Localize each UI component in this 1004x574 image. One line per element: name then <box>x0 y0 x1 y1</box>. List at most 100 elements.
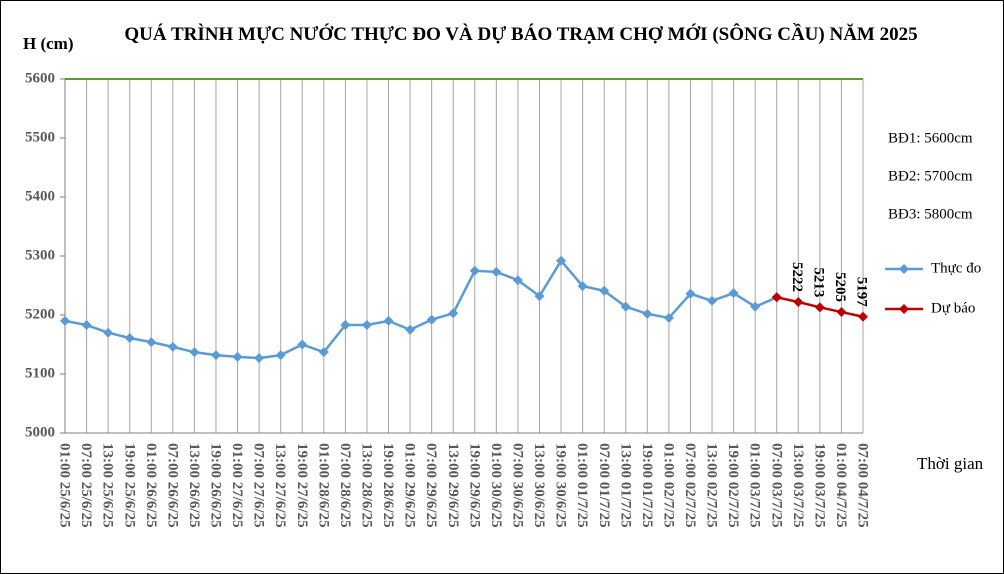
marker <box>297 339 308 350</box>
x-tick-label: 13:00 03/7/25 <box>790 443 806 528</box>
legend-label: Dự báo <box>931 300 975 316</box>
x-tick-label: 19:00 01/7/25 <box>639 443 655 528</box>
x-tick-label: 19:00 28/6/25 <box>380 443 396 528</box>
marker <box>210 350 221 361</box>
marker <box>512 275 523 286</box>
x-tick-label: 19:00 03/7/25 <box>811 443 827 528</box>
marker <box>81 320 92 331</box>
marker <box>448 308 459 319</box>
marker <box>469 265 480 276</box>
legend-marker <box>899 304 909 314</box>
marker <box>124 333 135 344</box>
x-axis-title: Thời gian <box>917 454 984 473</box>
marker <box>318 347 329 358</box>
chart-title: QUÁ TRÌNH MỰC NƯỚC THỰC ĐO VÀ DỰ BÁO TRẠ… <box>124 24 918 45</box>
marker <box>707 295 718 306</box>
marker <box>60 315 70 326</box>
y-axis-title: H (cm) <box>23 34 74 53</box>
marker <box>383 315 394 326</box>
marker <box>534 291 545 302</box>
x-tick-label: 13:00 01/7/25 <box>617 443 633 528</box>
x-tick-label: 19:00 27/6/25 <box>294 443 310 528</box>
marker <box>599 285 610 296</box>
x-tick-label: 01:00 04/7/25 <box>833 443 849 528</box>
series-line <box>64 258 778 360</box>
annotation: BĐ3: 5800cm <box>888 206 973 222</box>
marker <box>663 312 674 323</box>
marker <box>814 302 825 313</box>
x-tick-label: 07:00 25/6/25 <box>78 443 94 528</box>
x-tick-label: 01:00 30/6/25 <box>488 443 504 528</box>
marker <box>642 308 653 319</box>
marker <box>405 324 416 335</box>
data-label: 5197 <box>854 277 870 308</box>
marker <box>491 266 502 277</box>
x-tick-label: 19:00 25/6/25 <box>121 443 137 528</box>
x-tick-label: 01:00 01/7/25 <box>574 443 590 528</box>
y-tick-label: 5500 <box>25 129 55 145</box>
marker <box>103 327 114 338</box>
marker <box>836 307 847 318</box>
annotation: BĐ2: 5700cm <box>888 168 973 184</box>
marker <box>771 292 782 303</box>
x-tick-label: 07:00 28/6/25 <box>337 443 353 528</box>
marker <box>275 350 286 361</box>
annotation: BĐ1: 5600cm <box>888 130 973 146</box>
x-tick-label: 01:00 28/6/25 <box>315 443 331 528</box>
legend-marker <box>899 264 909 274</box>
x-tick-label: 07:00 30/6/25 <box>509 443 525 528</box>
marker <box>793 297 804 308</box>
x-tick-label: 13:00 30/6/25 <box>531 443 547 528</box>
x-tick-label: 01:00 29/6/25 <box>402 443 418 528</box>
x-tick-label: 07:00 01/7/25 <box>596 443 612 528</box>
x-tick-label: 13:00 02/7/25 <box>704 443 720 528</box>
marker <box>361 320 372 331</box>
y-tick-label: 5200 <box>25 306 55 322</box>
marker <box>556 255 567 266</box>
data-label: 5213 <box>810 267 826 297</box>
marker <box>728 288 739 299</box>
marker <box>340 320 351 331</box>
x-tick-label: 13:00 27/6/25 <box>272 443 288 528</box>
marker <box>232 351 243 362</box>
x-tick-label: 07:00 29/6/25 <box>423 443 439 528</box>
x-tick-label: 01:00 02/7/25 <box>660 443 676 528</box>
x-tick-label: 19:00 02/7/25 <box>725 443 741 528</box>
y-tick-label: 5300 <box>25 247 55 263</box>
data-label: 5222 <box>789 262 805 292</box>
marker <box>146 337 157 348</box>
x-tick-label: 19:00 26/6/25 <box>208 443 224 528</box>
x-tick-label: 13:00 26/6/25 <box>186 443 202 528</box>
marker <box>577 281 588 292</box>
x-tick-label: 19:00 30/6/25 <box>553 443 569 528</box>
x-tick-label: 13:00 29/6/25 <box>445 443 461 528</box>
x-tick-label: 07:00 26/6/25 <box>164 443 180 528</box>
x-tick-label: 01:00 27/6/25 <box>229 443 245 528</box>
legend-label: Thực đo <box>931 260 981 276</box>
x-tick-label: 19:00 29/6/25 <box>466 443 482 528</box>
x-tick-label: 07:00 27/6/25 <box>251 443 267 528</box>
x-tick-label: 13:00 25/6/25 <box>100 443 116 528</box>
marker <box>620 301 631 312</box>
y-tick-label: 5000 <box>25 424 55 440</box>
marker <box>685 288 696 299</box>
x-tick-label: 01:00 25/6/25 <box>57 443 73 528</box>
marker <box>750 301 761 312</box>
x-tick-label: 01:00 26/6/25 <box>143 443 159 528</box>
marker <box>254 353 265 364</box>
x-tick-label: 01:00 03/7/25 <box>747 443 763 528</box>
y-tick-label: 5400 <box>25 188 55 204</box>
x-tick-label: 13:00 28/6/25 <box>359 443 375 528</box>
y-tick-label: 5100 <box>25 365 55 381</box>
marker <box>858 311 868 322</box>
x-tick-label: 07:00 02/7/25 <box>682 443 698 528</box>
marker <box>189 347 200 358</box>
marker <box>426 314 437 325</box>
x-tick-label: 07:00 04/7/25 <box>855 443 871 528</box>
y-tick-label: 5600 <box>25 70 55 86</box>
marker <box>167 341 178 352</box>
x-tick-label: 07:00 03/7/25 <box>768 443 784 528</box>
data-label: 5205 <box>832 272 848 302</box>
